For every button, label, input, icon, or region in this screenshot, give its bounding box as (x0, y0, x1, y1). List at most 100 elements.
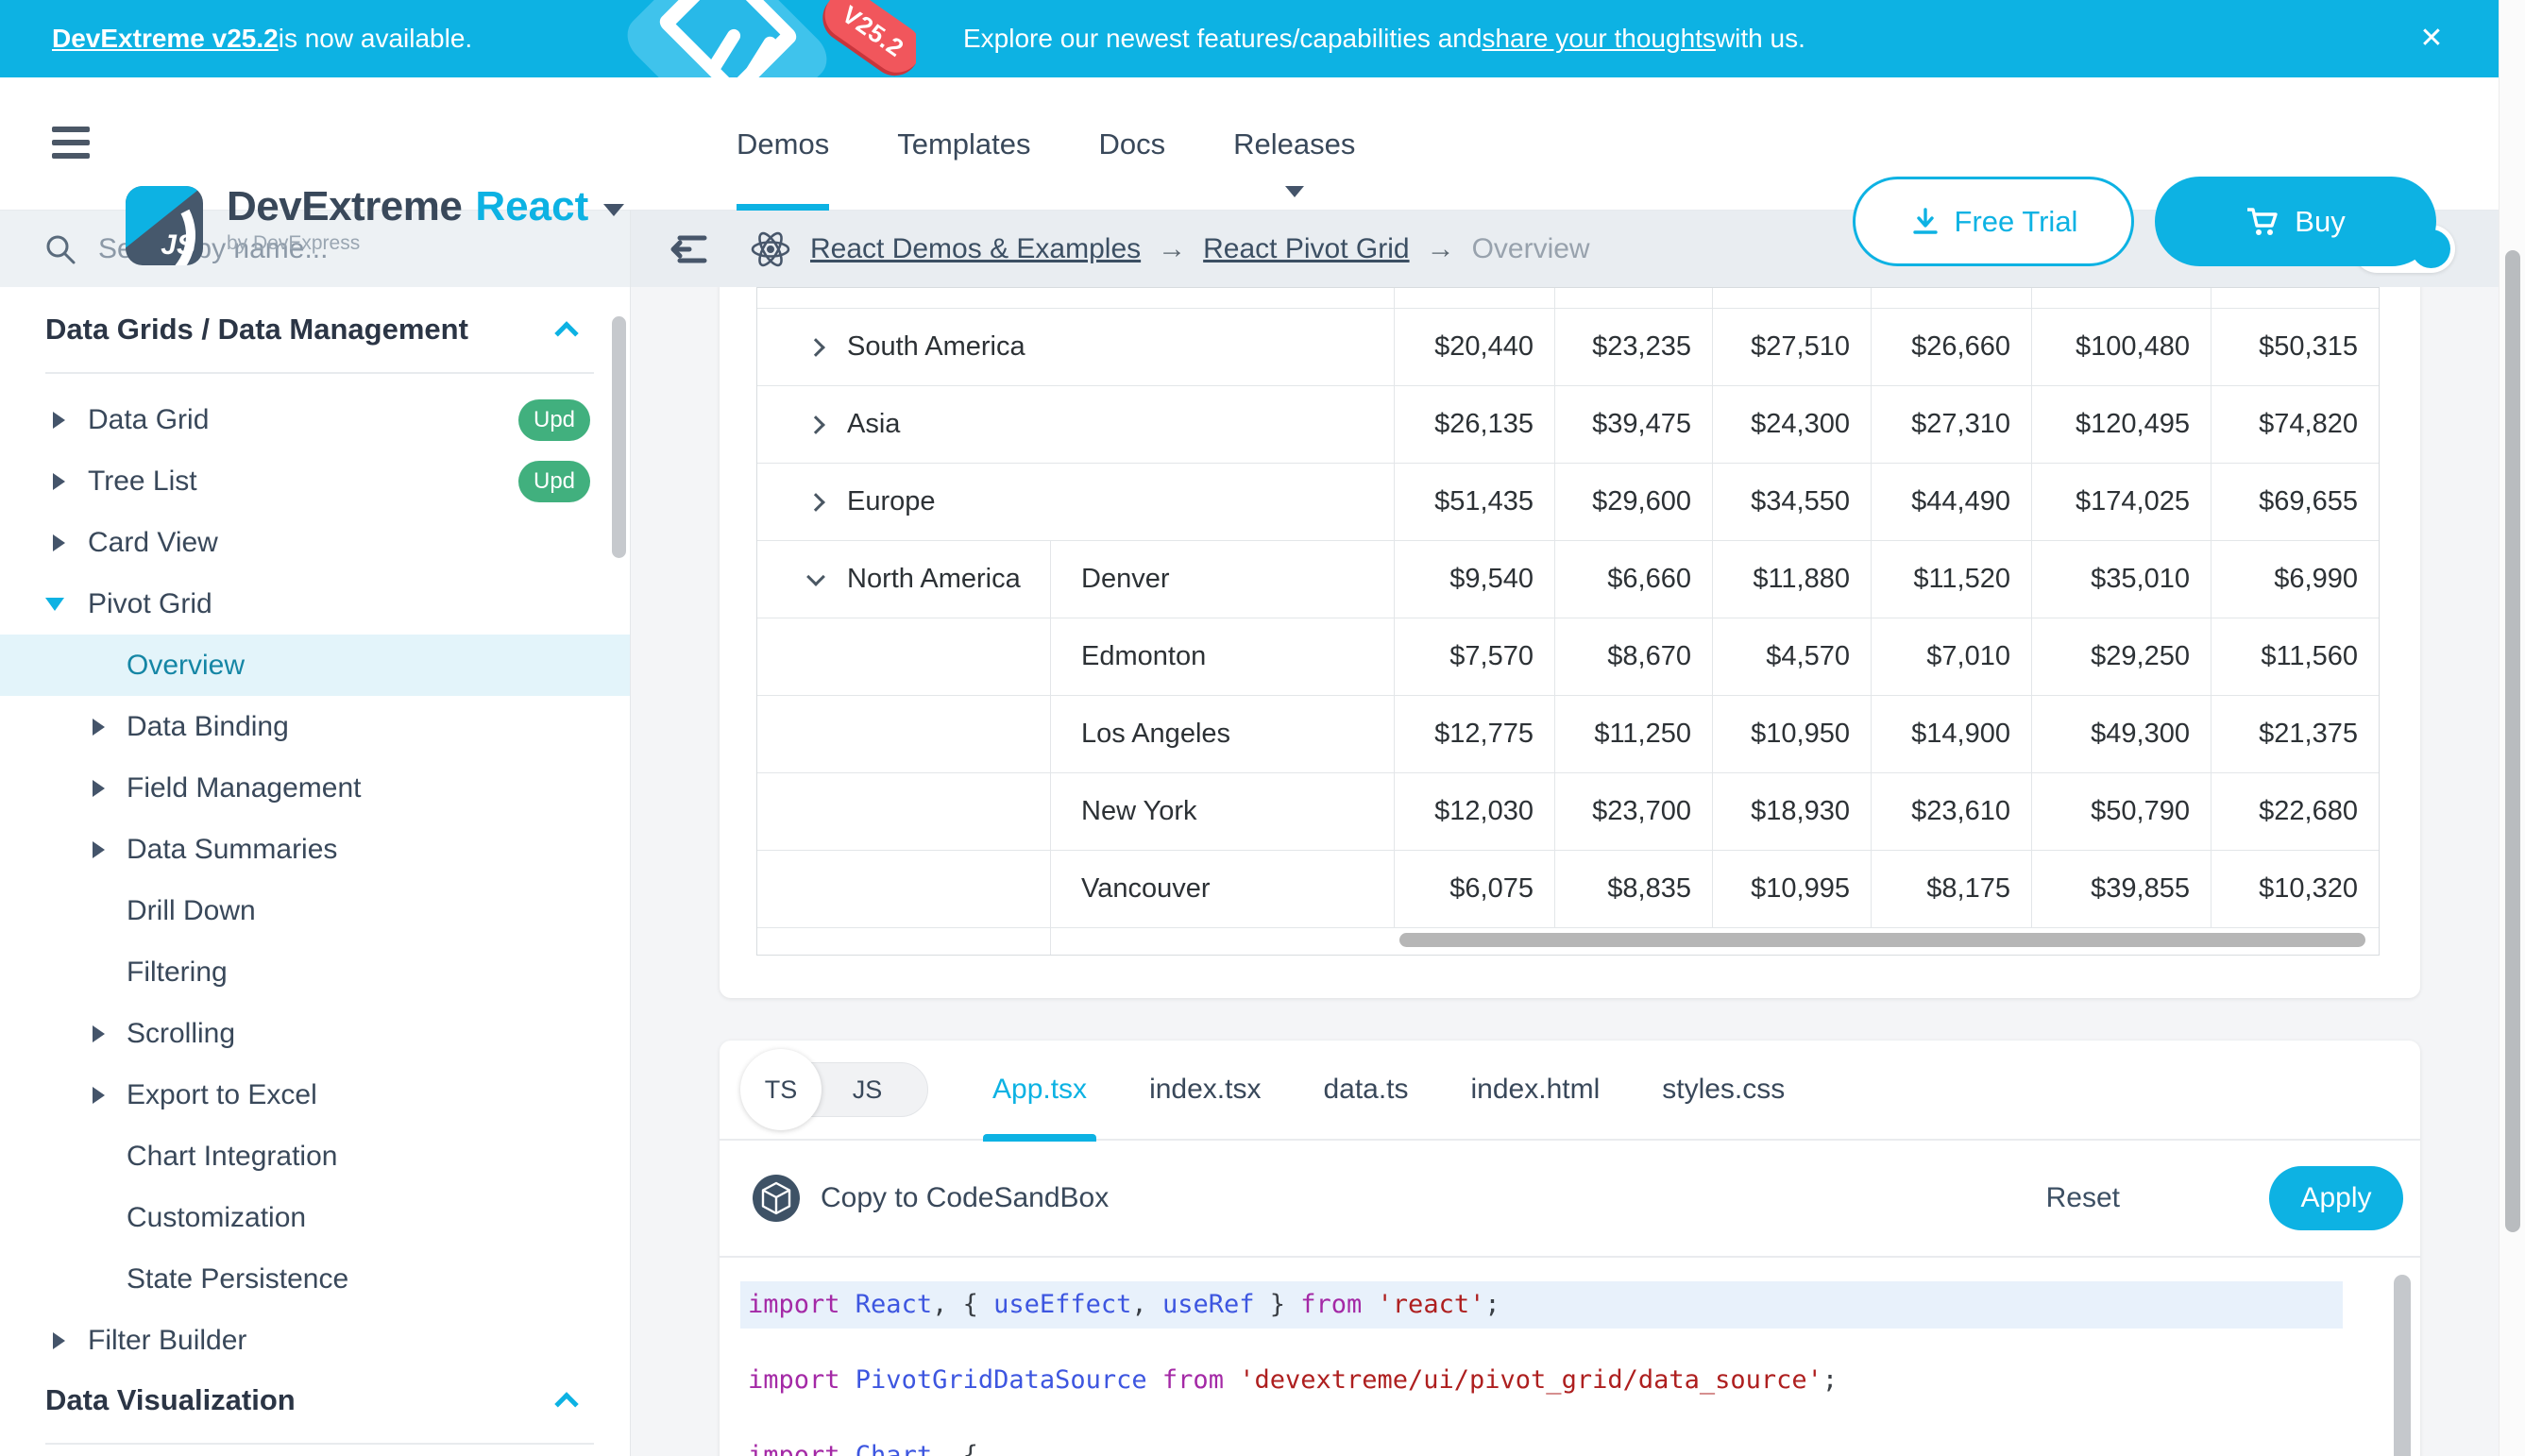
row-header-asia[interactable]: Asia (757, 386, 1394, 463)
sidebar-nav-list: Data Grids / Data Management Data GridUpd… (0, 287, 630, 1445)
sidebar-section-data-visualization[interactable]: Data Visualization (0, 1371, 630, 1430)
language-toggle[interactable]: TSJS (743, 1062, 928, 1117)
sidebar-item-drill-down[interactable]: Drill Down (0, 880, 630, 941)
sidebar-item-scrolling[interactable]: Scrolling (0, 1003, 630, 1064)
expand-arrow-icon[interactable] (53, 1332, 65, 1349)
file-tab-app-tsx[interactable]: App.tsx (992, 1041, 1087, 1140)
expand-arrow-icon[interactable] (93, 841, 105, 858)
collapse-arrow-icon[interactable] (45, 598, 64, 611)
nav-item-templates[interactable]: Templates (897, 77, 1030, 211)
sidebar-item-field-management[interactable]: Field Management (0, 757, 630, 819)
code-scrollbar[interactable] (2394, 1275, 2411, 1456)
breadcrumb-link-demos[interactable]: React Demos & Examples (810, 233, 1141, 265)
sidebar-item-chart-integration[interactable]: Chart Integration (0, 1126, 630, 1187)
pivot-row-europe: Europe$51,435$29,600$34,550$44,490$174,0… (757, 464, 2379, 541)
brand-block[interactable]: DevExtreme React by DevExpress (227, 183, 624, 255)
codesandbox-icon[interactable] (753, 1175, 800, 1222)
row-header-europe[interactable]: Europe (757, 464, 1394, 540)
share-your-thoughts-link[interactable]: share your thoughts (1482, 24, 1716, 54)
expand-row-icon[interactable] (806, 493, 825, 512)
section-divider (45, 1443, 594, 1445)
expand-arrow-icon[interactable] (53, 534, 65, 551)
nav-item-releases[interactable]: Releases (1233, 77, 1355, 211)
logo-js-text: JS (161, 229, 195, 262)
hamburger-menu-icon[interactable] (52, 127, 90, 161)
sidebar-item-data-summaries[interactable]: Data Summaries (0, 819, 630, 880)
sidebar-item-overview[interactable]: Overview (0, 635, 630, 696)
nav-item-demos[interactable]: Demos (737, 77, 829, 211)
collapse-row-icon[interactable] (806, 567, 825, 586)
free-trial-button[interactable]: Free Trial (1853, 177, 2134, 266)
sidebar-item-data-binding[interactable]: Data Binding (0, 696, 630, 757)
buy-button[interactable]: Buy (2155, 177, 2436, 266)
code-token: ; (1822, 1365, 1838, 1395)
row-header-cell (757, 288, 1394, 308)
pivot-horizontal-scrollbar[interactable] (1399, 933, 2365, 947)
expand-arrow-icon[interactable] (93, 1087, 105, 1104)
pivot-row-new-york: New York$12,030$23,700$18,930$23,610$50,… (757, 773, 2379, 851)
row-header-region (757, 851, 1050, 927)
value-cell: $49,300 (2031, 696, 2211, 772)
chevron-up-icon[interactable] (554, 1392, 578, 1415)
item-label: Filter Builder (88, 1325, 246, 1357)
expand-row-icon[interactable] (806, 338, 825, 357)
value-cell (1394, 288, 1554, 308)
expand-arrow-icon[interactable] (53, 473, 65, 490)
row-header-region[interactable]: North America (757, 541, 1050, 618)
sidebar-item-card-view[interactable]: Card View (0, 512, 630, 573)
sidebar-section-data-grids-data-management[interactable]: Data Grids / Data Management (0, 300, 630, 359)
item-label: Card View (88, 527, 218, 559)
sidebar-item-tree-list[interactable]: Tree ListUpd (0, 450, 630, 512)
value-cell: $11,880 (1712, 541, 1871, 618)
value-cell: $74,820 (2211, 386, 2379, 463)
code-editor[interactable]: import React, { useEffect, useRef } from… (720, 1258, 2420, 1456)
code-token: , { (932, 1441, 978, 1456)
reset-button[interactable]: Reset (2046, 1182, 2120, 1214)
expand-arrow-icon[interactable] (93, 780, 105, 797)
expand-row-icon[interactable] (806, 415, 825, 434)
expand-arrow-icon[interactable] (93, 1025, 105, 1042)
sidebar-item-state-persistence[interactable]: State Persistence (0, 1248, 630, 1310)
sidebar-item-pivot-grid[interactable]: Pivot Grid (0, 573, 630, 635)
framework-caret-icon[interactable] (603, 204, 624, 216)
file-tab-styles-css[interactable]: styles.css (1662, 1041, 1785, 1140)
copy-to-codesandbox-label[interactable]: Copy to CodeSandBox (821, 1182, 1109, 1214)
banner-message-pre: Explore our newest features/capabilities… (963, 24, 1482, 54)
breadcrumb-link-pivot-grid[interactable]: React Pivot Grid (1203, 233, 1409, 265)
sidebar-item-customization[interactable]: Customization (0, 1187, 630, 1248)
collapse-sidebar-icon[interactable] (670, 232, 710, 266)
banner-release-link[interactable]: DevExtreme v25.2 (52, 24, 279, 54)
expand-arrow-icon[interactable] (93, 719, 105, 736)
sidebar-item-data-grid[interactable]: Data GridUpd (0, 389, 630, 450)
nav-item-docs[interactable]: Docs (1099, 77, 1166, 211)
row-header-south-america[interactable]: South America (757, 309, 1394, 385)
chevron-up-icon[interactable] (554, 321, 578, 345)
nav-label: Demos (737, 127, 829, 161)
banner-message-post: with us. (1716, 24, 1805, 54)
file-tab-index-html[interactable]: index.html (1471, 1041, 1601, 1140)
value-cell: $39,855 (2031, 851, 2211, 927)
item-label: Customization (127, 1202, 306, 1234)
lang-option-js[interactable]: JS (822, 1063, 913, 1116)
lang-option-ts[interactable]: TS (740, 1049, 822, 1130)
devextreme-release-logo: V25.2 (604, 0, 916, 77)
row-header-region (757, 696, 1050, 772)
sidebar-item-filter-builder[interactable]: Filter Builder (0, 1310, 630, 1371)
page-scrollbar-thumb[interactable] (2505, 250, 2520, 1232)
devextreme-js-logo[interactable]: JS (126, 186, 203, 265)
section-divider (45, 372, 594, 374)
sidebar-item-export-to-excel[interactable]: Export to Excel (0, 1064, 630, 1126)
sidebar-item-filtering[interactable]: Filtering (0, 941, 630, 1003)
file-tab-index-tsx[interactable]: index.tsx (1149, 1041, 1261, 1140)
item-label: Tree List (88, 466, 197, 498)
banner-close-icon[interactable]: ✕ (2414, 21, 2449, 57)
sidebar-scrollbar[interactable] (612, 316, 626, 558)
item-label: Drill Down (127, 895, 256, 927)
file-tab-data-ts[interactable]: data.ts (1323, 1041, 1408, 1140)
item-label: Data Summaries (127, 834, 337, 866)
apply-button[interactable]: Apply (2269, 1166, 2403, 1230)
value-cell: $120,495 (2031, 386, 2211, 463)
version-badge: V25.2 (816, 0, 916, 77)
expand-arrow-icon[interactable] (53, 412, 65, 429)
row-header-city: New York (1050, 773, 1394, 850)
